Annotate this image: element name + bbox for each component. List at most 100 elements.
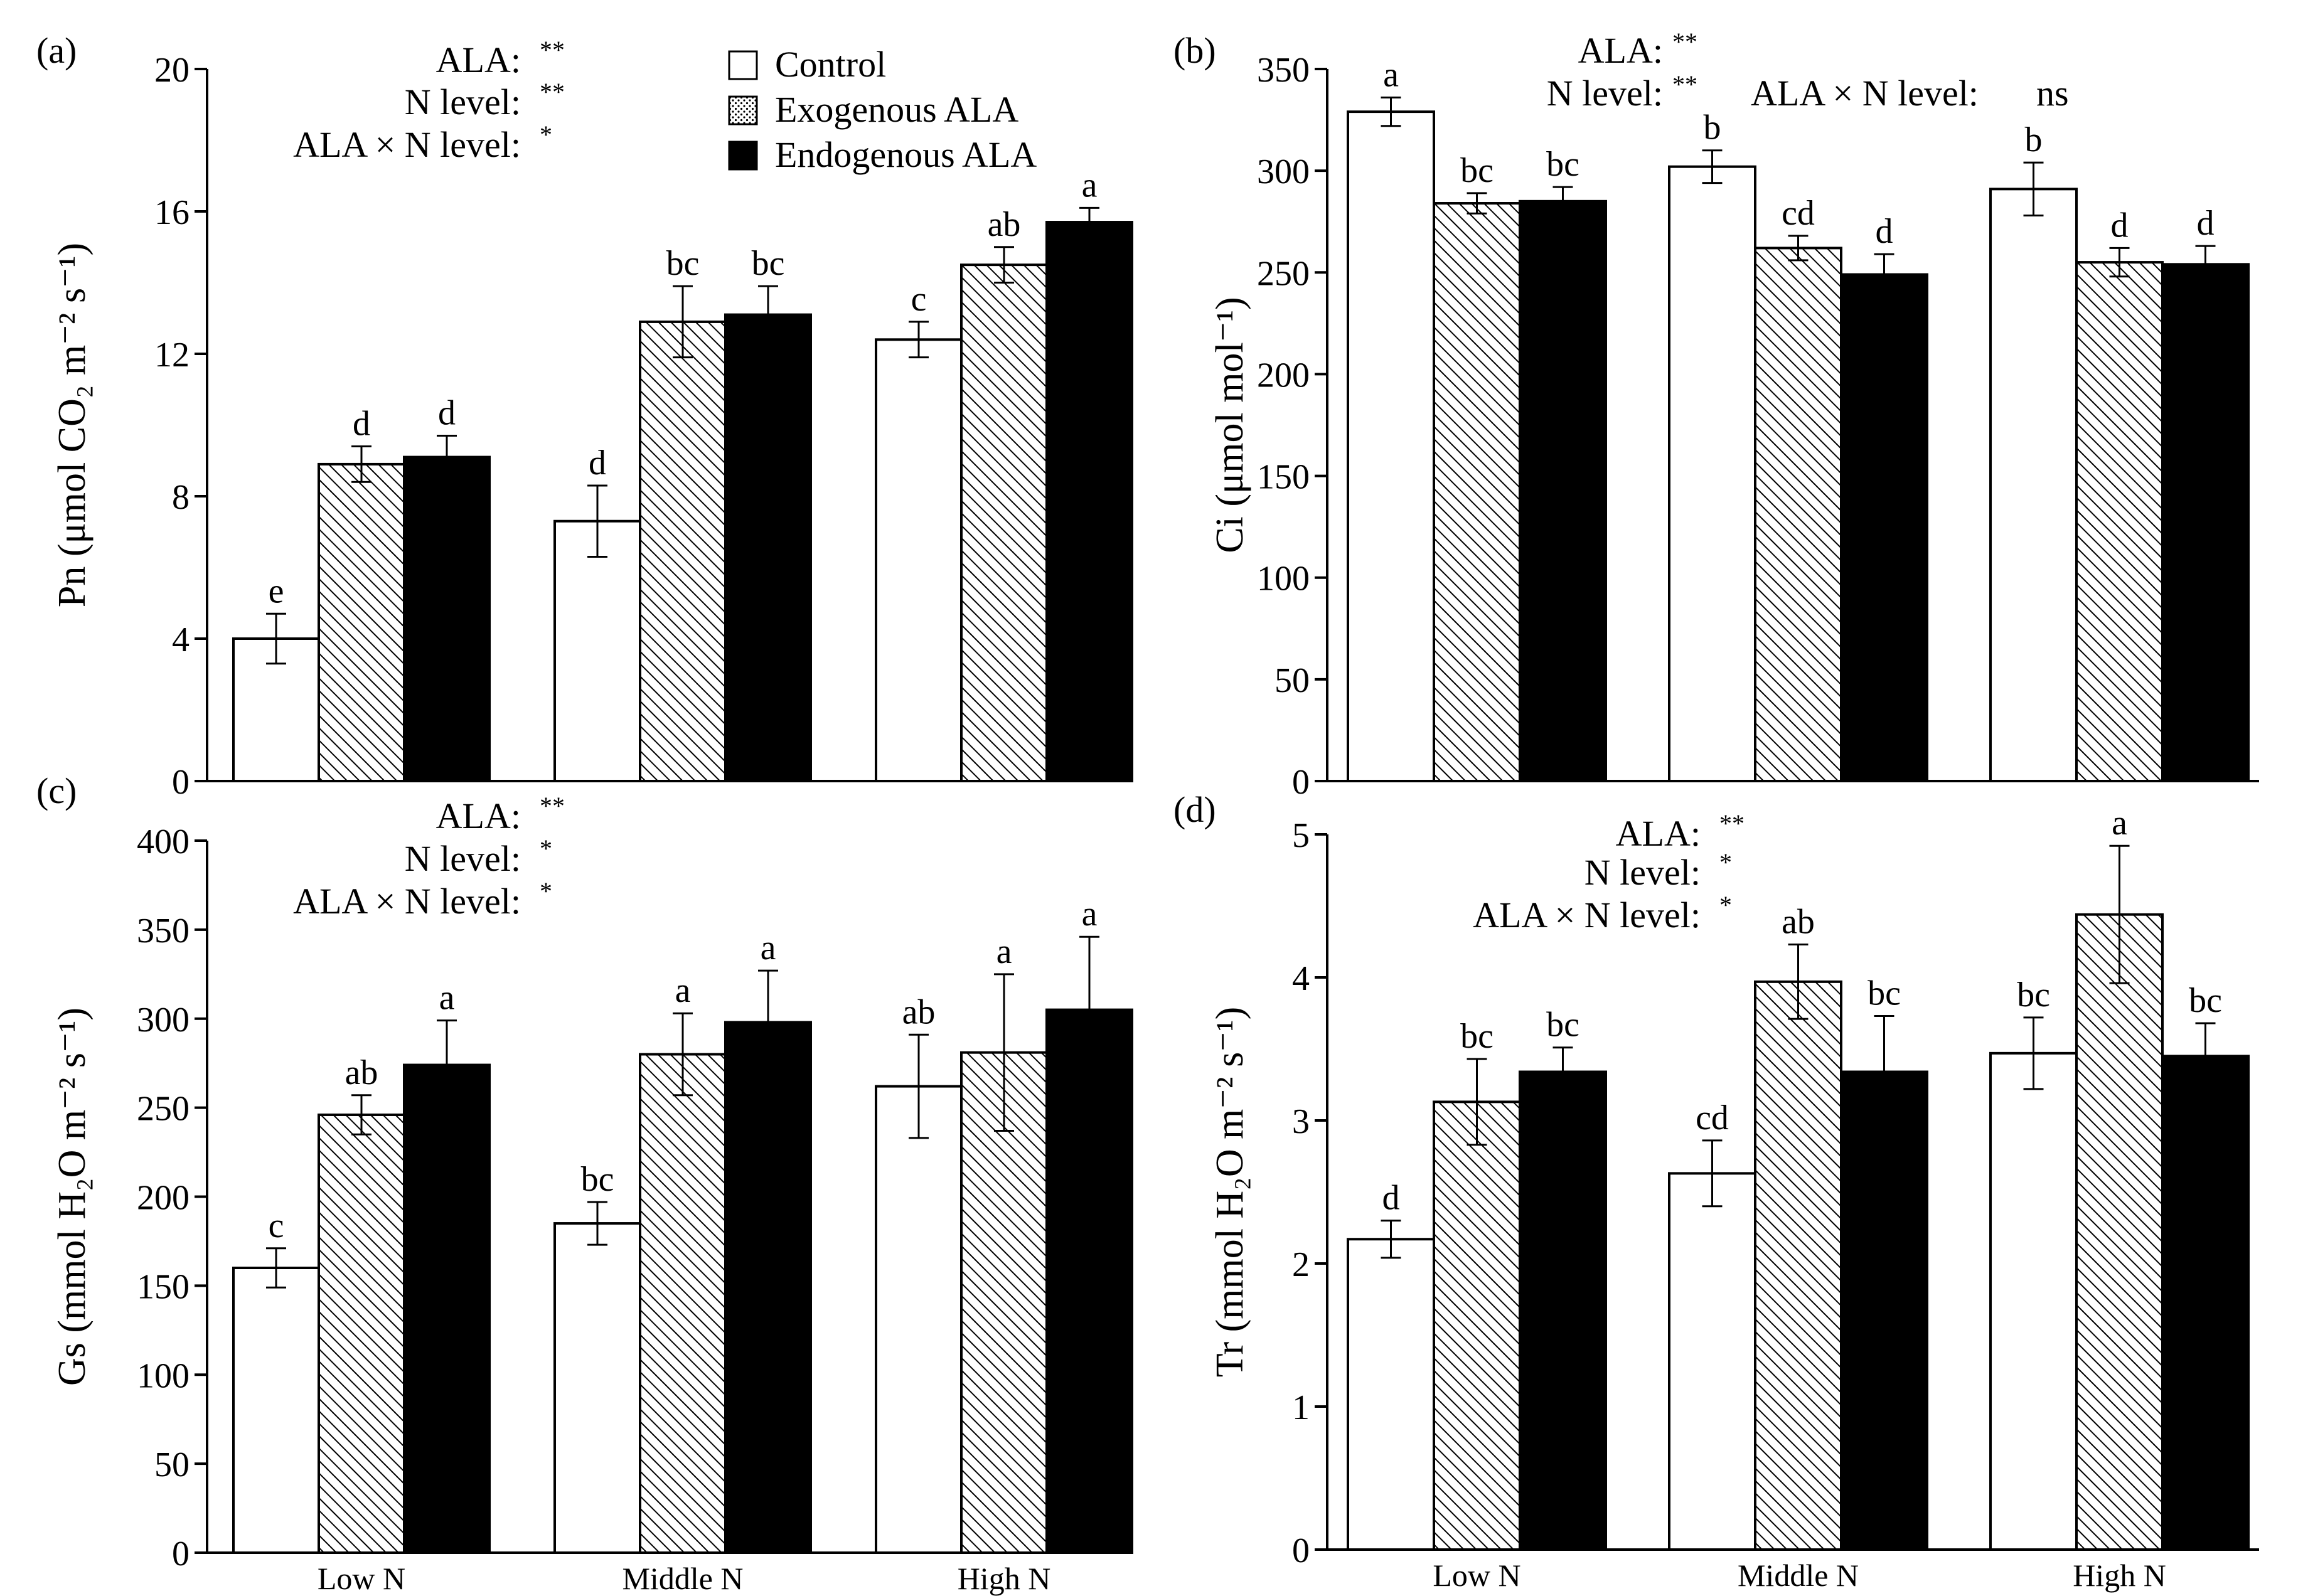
- y-tick-label: 0: [1292, 1531, 1310, 1570]
- significance-letter: a: [2112, 804, 2127, 843]
- panel-c: (c) 0 50 100 150 200 250 300 350 400 Gs (mmol H₂O …: [36, 770, 1133, 1596]
- y-tick-label: 50: [154, 1445, 190, 1484]
- y-tick-label: 50: [1274, 661, 1310, 700]
- significance-letter: bc: [666, 244, 700, 283]
- bar-control-high-n: [1989, 1051, 2078, 1551]
- significance-letter: d: [2197, 204, 2215, 243]
- annotation-sig: **: [540, 36, 565, 64]
- significance-letter: bc: [752, 244, 785, 283]
- significance-letter: a: [1383, 55, 1399, 94]
- bar-control-high-n: [875, 1085, 963, 1554]
- bar-endogenous-ala-high-n: [2161, 263, 2250, 783]
- x-tick-label-high-n: High N: [2073, 1558, 2166, 1593]
- y-tick-label: 150: [1257, 458, 1310, 497]
- y-tick-label: 150: [137, 1267, 190, 1306]
- panel-a: (a) 0 4 8 12 16 20 Pn (μmol CO₂ m⁻² s⁻¹) e d d d bc b…: [36, 30, 1133, 802]
- bar-exogenous-ala-low-n: [1433, 202, 1521, 782]
- annotation-label: N level:: [405, 838, 521, 879]
- significance-letter: a: [1082, 166, 1098, 205]
- y-tick-label: 16: [154, 193, 190, 232]
- y-axis-label: Gs (mmol H₂O m⁻² s⁻¹): [51, 1008, 94, 1386]
- panel-b: (b) 0 50 100 150 200 250 300 350 Ci (μmol mol⁻¹) a…: [1173, 28, 2259, 802]
- panel-label: (d): [1173, 789, 1216, 830]
- bar-exogenous-ala-middle-n: [639, 320, 727, 782]
- annotation-sig: **: [1672, 28, 1697, 56]
- panel-label: (a): [36, 30, 77, 71]
- significance-letter: ab: [345, 1053, 378, 1092]
- bar-control-low-n: [1347, 110, 1435, 783]
- annotation-sig: **: [1672, 70, 1697, 98]
- significance-letter: d: [353, 405, 370, 444]
- bar-control-high-n: [1989, 188, 2078, 783]
- y-tick-label: 350: [137, 912, 190, 950]
- significance-letter: ab: [1782, 903, 1815, 942]
- y-axis-label: Pn (μmol CO₂ m⁻² s⁻¹): [51, 243, 94, 607]
- annotation-sig: **: [1719, 809, 1745, 838]
- annotation-label: N level:: [405, 82, 521, 122]
- y-tick-label: 0: [172, 1535, 190, 1573]
- y-tick-label: 200: [1257, 356, 1310, 395]
- legend-label-endogenous-ala: Endogenous ALA: [775, 134, 1037, 175]
- x-tick-label-middle-n: Middle N: [622, 1561, 743, 1596]
- annotation-label: N level:: [1547, 73, 1663, 114]
- annotation-label: ALA × N level:: [293, 124, 521, 165]
- x-tick-label-high-n: High N: [958, 1561, 1051, 1596]
- annotation-sig: *: [540, 834, 552, 863]
- x-tick-label-middle-n: Middle N: [1738, 1558, 1859, 1593]
- y-tick-label: 0: [1292, 763, 1310, 802]
- significance-letter: d: [589, 444, 606, 482]
- y-tick-label: 5: [1292, 816, 1310, 855]
- significance-letter: a: [675, 971, 691, 1010]
- y-tick-label: 100: [137, 1356, 190, 1395]
- bar-exogenous-ala-middle-n: [639, 1053, 727, 1554]
- annotation-sig: *: [540, 877, 552, 905]
- bar-endogenous-ala-middle-n: [1840, 1070, 1928, 1551]
- significance-letter: bc: [1546, 1006, 1579, 1045]
- panel-d: (d) 0 1 2 3 4 5 Tr (mmol H₂O m⁻² s⁻¹) d bc bc Low N…: [1173, 789, 2259, 1593]
- significance-letter: cd: [1696, 1099, 1729, 1137]
- significance-letter: b: [2025, 120, 2043, 159]
- significance-letter: bc: [2189, 981, 2222, 1020]
- bar-endogenous-ala-low-n: [403, 1063, 491, 1554]
- bar-control-low-n: [1347, 1238, 1435, 1551]
- bar-exogenous-ala-low-n: [318, 1113, 405, 1554]
- y-tick-label: 400: [137, 822, 190, 861]
- bar-control-middle-n: [1668, 165, 1756, 782]
- bar-endogenous-ala-high-n: [1045, 1008, 1133, 1554]
- legend-swatch-endogenous-ala: [728, 141, 758, 171]
- y-tick-label: 4: [172, 620, 190, 659]
- bar-endogenous-ala-middle-n: [1840, 273, 1928, 782]
- significance-letter: bc: [2017, 976, 2050, 1014]
- significance-letter: d: [2111, 206, 2129, 245]
- x-tick-label-low-n: Low N: [1433, 1558, 1520, 1593]
- bar-exogenous-ala-low-n: [318, 462, 405, 782]
- significance-letter: a: [1082, 895, 1098, 934]
- annotation-sig: **: [540, 78, 565, 106]
- bar-endogenous-ala-low-n: [1519, 200, 1607, 782]
- y-tick-label: 8: [172, 478, 190, 517]
- bar-exogenous-ala-high-n: [2075, 913, 2164, 1551]
- annotation-label: ALA × N level:: [293, 881, 521, 922]
- significance-letter: bc: [1460, 151, 1493, 190]
- bar-endogenous-ala-low-n: [1519, 1070, 1607, 1551]
- bar-control-middle-n: [553, 1222, 641, 1554]
- annotation-label: ALA:: [1616, 813, 1701, 854]
- y-axis-label: Ci (μmol mol⁻¹): [1209, 297, 1251, 553]
- annotation-sig: ns: [2036, 73, 2069, 114]
- y-tick-label: 300: [137, 1001, 190, 1040]
- legend-label-exogenous-ala: Exogenous ALA: [775, 89, 1018, 130]
- annotation-label: ALA:: [1578, 30, 1663, 71]
- annotation-label: ALA:: [436, 40, 521, 80]
- legend-swatch-exogenous-ala: [728, 95, 758, 125]
- legend-swatch-control: [728, 50, 758, 80]
- y-tick-label: 300: [1257, 152, 1310, 191]
- y-tick-label: 350: [1257, 51, 1310, 90]
- significance-letter: d: [438, 394, 456, 433]
- annotation-sig: *: [1719, 848, 1732, 876]
- bar-endogenous-ala-middle-n: [724, 313, 812, 782]
- bar-control-high-n: [875, 338, 963, 782]
- annotation-label: ALA × N level:: [1473, 895, 1701, 935]
- significance-letter: ab: [988, 205, 1021, 244]
- significance-letter: ab: [902, 992, 936, 1031]
